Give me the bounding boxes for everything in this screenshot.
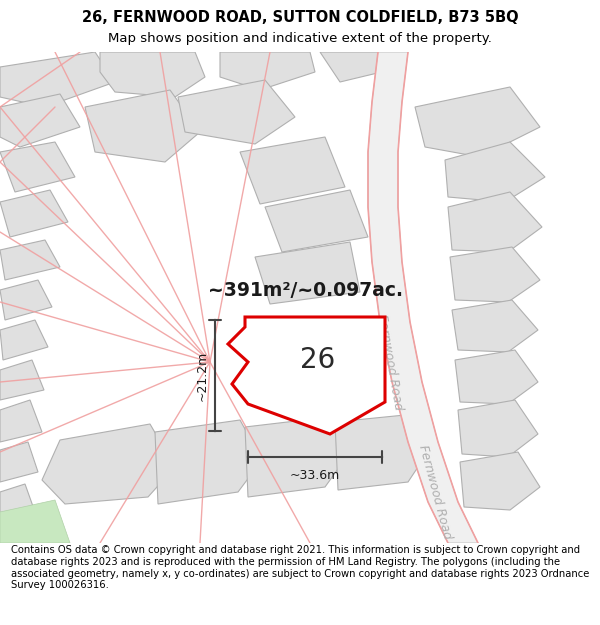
Polygon shape <box>455 350 538 404</box>
Polygon shape <box>0 484 35 522</box>
Polygon shape <box>450 247 540 302</box>
Polygon shape <box>0 240 60 280</box>
Polygon shape <box>265 190 368 252</box>
Polygon shape <box>415 87 540 157</box>
Text: 26, FERNWOOD ROAD, SUTTON COLDFIELD, B73 5BQ: 26, FERNWOOD ROAD, SUTTON COLDFIELD, B73… <box>82 11 518 26</box>
Polygon shape <box>0 400 42 442</box>
Polygon shape <box>458 400 538 457</box>
Polygon shape <box>448 192 542 252</box>
Polygon shape <box>320 52 395 82</box>
Polygon shape <box>460 452 540 510</box>
Polygon shape <box>0 320 48 360</box>
Polygon shape <box>155 420 262 504</box>
Polygon shape <box>255 242 360 304</box>
Polygon shape <box>220 52 315 90</box>
Text: ~21.2m: ~21.2m <box>196 351 209 401</box>
Polygon shape <box>0 500 70 543</box>
Text: Map shows position and indicative extent of the property.: Map shows position and indicative extent… <box>108 32 492 45</box>
Text: Fernwood Road: Fernwood Road <box>416 443 454 541</box>
Text: Contains OS data © Crown copyright and database right 2021. This information is : Contains OS data © Crown copyright and d… <box>11 546 589 590</box>
Polygon shape <box>0 442 38 482</box>
Polygon shape <box>0 142 75 192</box>
Polygon shape <box>445 142 545 202</box>
Text: ~33.6m: ~33.6m <box>290 469 340 482</box>
Polygon shape <box>42 424 175 504</box>
Polygon shape <box>335 414 428 490</box>
Polygon shape <box>368 52 478 543</box>
Polygon shape <box>100 52 205 97</box>
Text: ~391m²/~0.097ac.: ~391m²/~0.097ac. <box>208 281 403 299</box>
Text: 26: 26 <box>301 346 335 374</box>
Polygon shape <box>0 190 68 237</box>
Polygon shape <box>228 317 385 434</box>
Polygon shape <box>178 80 295 144</box>
Polygon shape <box>245 417 348 497</box>
Polygon shape <box>0 360 44 400</box>
Polygon shape <box>0 94 80 147</box>
Polygon shape <box>240 137 345 204</box>
Polygon shape <box>0 52 115 107</box>
Polygon shape <box>85 90 200 162</box>
Polygon shape <box>452 300 538 352</box>
Text: Fernwood Road: Fernwood Road <box>375 313 405 411</box>
Polygon shape <box>0 280 52 320</box>
